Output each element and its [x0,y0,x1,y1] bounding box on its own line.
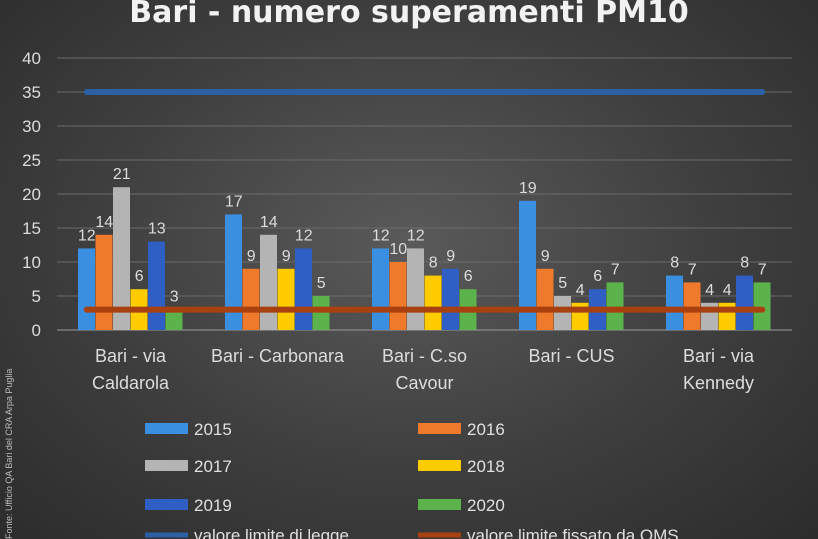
data-label: 4 [723,282,732,299]
data-label: 9 [446,248,455,265]
y-tick-label: 40 [22,49,41,68]
bar [312,296,330,330]
bar [407,248,424,330]
category-label: Bari - Carbonara [211,346,345,366]
chart-title: Bari - numero superamenti PM10 [129,0,688,30]
data-label: 17 [225,193,243,210]
legend-swatch [145,423,188,434]
y-axis-ticks: 0 5 10 15 20 25 30 35 40 [22,49,41,340]
x-axis-categories: Bari - via Caldarola Bari - Carbonara Bari … [92,346,755,393]
data-label: 9 [247,248,256,265]
bar [753,282,771,330]
category-label: Kennedy [683,373,754,393]
y-tick-label: 25 [22,151,41,170]
y-tick-label: 10 [22,253,41,272]
data-label: 9 [282,248,291,265]
data-label: 7 [611,261,620,278]
bar [424,275,442,330]
data-label: 5 [558,275,567,292]
y-tick-label: 20 [22,185,41,204]
category-label: Bari - via [95,346,167,366]
y-tick-label: 5 [32,287,41,306]
y-tick-label: 0 [32,321,41,340]
data-label: 3 [170,289,179,306]
category-label: Caldarola [92,373,170,393]
legend-label: 2015 [194,420,232,439]
category-label: Cavour [395,373,453,393]
bar [242,268,260,330]
bar [225,214,242,330]
bar [442,268,459,330]
data-label: 7 [688,261,697,278]
legend-swatch [418,460,461,471]
legend-swatch [145,460,188,471]
legend-swatch [418,423,461,434]
legend-label: 2019 [194,496,232,515]
bar [78,248,95,330]
data-label: 14 [95,214,113,231]
y-tick-label: 35 [22,83,41,102]
bar [165,309,183,330]
bar [666,275,683,330]
bar [260,234,277,330]
data-label: 4 [576,282,585,299]
data-label: 14 [260,214,278,231]
legend-label: 2016 [467,420,505,439]
legend-label: valore limite di legge [194,526,349,539]
bar [536,268,554,330]
legend-label: 2017 [194,457,232,476]
data-label: 8 [429,255,438,272]
bar [606,282,624,330]
legend-swatch [418,499,461,510]
reference-lines [83,89,766,313]
bar [519,200,536,330]
source-note: Fonte: Ufficio QA Bari del CRA Arpa Pugl… [4,369,14,539]
bar [113,187,130,330]
bar [372,248,389,330]
legend-label: 2018 [467,457,505,476]
data-label: 4 [705,282,714,299]
data-label: 12 [78,227,96,244]
data-label: 12 [295,227,313,244]
bar [295,248,312,330]
gridlines [57,57,792,331]
legend-label: valore limite fissato da OMS [467,526,679,539]
data-label: 7 [758,261,767,278]
category-label: Bari - CUS [528,346,614,366]
category-label: Bari - via [683,346,755,366]
data-label: 21 [113,166,131,183]
bar [148,241,165,330]
bar [277,268,295,330]
data-label: 6 [464,268,473,285]
data-label: 6 [593,268,602,285]
bar [95,234,113,330]
data-label: 12 [407,227,425,244]
legend-label: 2020 [467,496,505,515]
data-label: 12 [372,227,390,244]
data-label: 5 [317,275,326,292]
data-label: 13 [148,221,166,238]
category-label: Bari - C.so [382,346,467,366]
data-label: 9 [541,248,550,265]
legend-swatch [145,499,188,510]
bar [554,296,571,330]
data-label: 10 [389,241,407,258]
legend: 2015 2016 2017 2018 2019 2020 valore limite di… [145,420,679,539]
bar [389,262,407,330]
data-label: 8 [740,255,749,272]
bar [736,275,753,330]
data-label: 19 [519,180,537,197]
data-label: 6 [135,268,144,285]
y-tick-label: 15 [22,219,41,238]
y-tick-label: 30 [22,117,41,136]
data-label: 8 [670,255,679,272]
bar [683,282,701,330]
